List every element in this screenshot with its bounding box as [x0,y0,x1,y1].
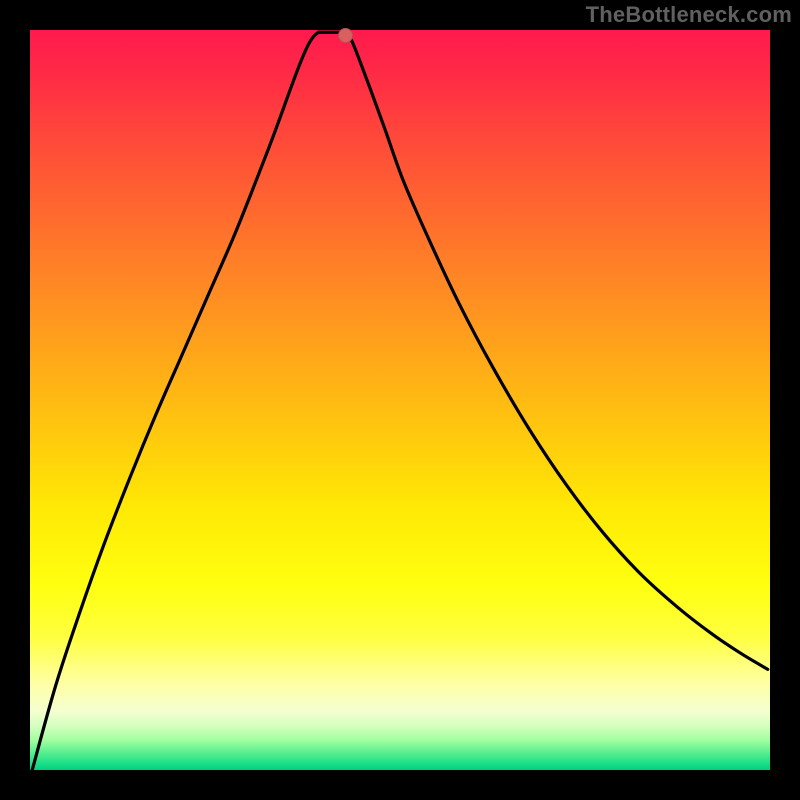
bottleneck-chart [30,30,770,770]
watermark: TheBottleneck.com [586,2,792,28]
optimum-marker [338,28,353,43]
bottleneck-curve [30,30,770,770]
